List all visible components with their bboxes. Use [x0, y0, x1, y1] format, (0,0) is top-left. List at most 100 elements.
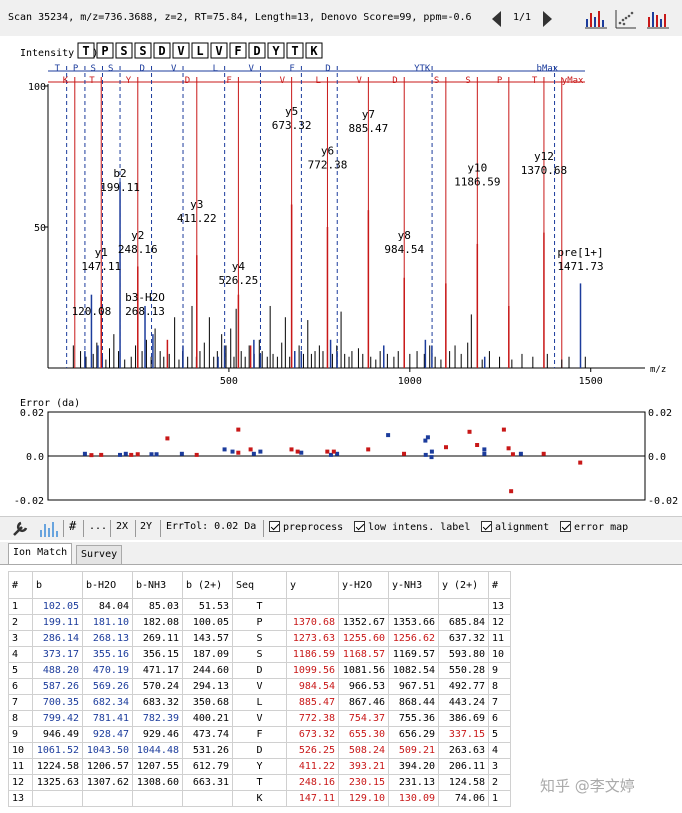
zoom-2y-button[interactable]: 2Y	[140, 521, 153, 532]
table-cell: 799.42	[32, 710, 83, 727]
error-y-tick-label-right: 0.0	[648, 452, 666, 463]
column-header[interactable]: y (2+)	[438, 571, 489, 599]
peak-label-name: y12	[534, 150, 554, 163]
peak-label-mz: 411.22	[177, 212, 217, 225]
error-map-checkbox[interactable]: error map	[560, 521, 628, 533]
stacked-spectrum-icon[interactable]	[646, 9, 670, 29]
table-row[interactable]: 13 K 147.11 129.10 130.09 74.06 1	[8, 790, 511, 807]
column-header[interactable]: Seq	[232, 571, 287, 599]
table-cell: 248.16	[286, 774, 339, 791]
error-point-y	[165, 436, 170, 441]
tab-survey[interactable]: Survey	[76, 545, 123, 564]
column-header[interactable]: #	[488, 571, 511, 599]
column-header[interactable]: y-H2O	[338, 571, 389, 599]
table-cell: 885.47	[286, 694, 339, 711]
table-row[interactable]: 6 587.26 569.26 570.24 294.13 V 984.54 966.53 96…	[8, 678, 511, 695]
table-cell: 84.04	[82, 598, 133, 615]
table-cell: 1186.59	[286, 646, 339, 663]
sequence-box	[210, 42, 228, 59]
table-row[interactable]: 1 102.05 84.04 85.03 51.53 T 13	[8, 598, 511, 615]
header-bar: Scan 35234, m/z=736.3688, z=2, RT=75.84,…	[0, 0, 682, 36]
table-cell: 393.21	[338, 758, 389, 775]
table-cell: 967.51	[388, 678, 439, 695]
table-cell: 1207.55	[132, 758, 183, 775]
table-row[interactable]: 3 286.14 268.13 269.11 143.57 S 1273.63 1255.60…	[8, 630, 511, 647]
sequence-box	[248, 42, 266, 59]
sequence-box	[286, 42, 304, 59]
table-cell: 124.58	[438, 774, 489, 791]
y-ladder-residue: F	[226, 76, 231, 86]
table-cell	[388, 598, 439, 615]
error-point-b	[518, 451, 523, 456]
table-row[interactable]: 10 1061.52 1043.50 1044.48 531.26 D 526.25 508.…	[8, 742, 511, 759]
column-header[interactable]: y	[286, 571, 339, 599]
table-row[interactable]: 9 946.49 928.47 929.46 473.74 F 673.32 655.30 65…	[8, 726, 511, 743]
peak-label-mz: 673.32	[272, 119, 312, 132]
table-cell: 4	[8, 646, 33, 663]
error-tolerance[interactable]: ErrTol: 0.02 Da	[166, 521, 257, 532]
settings-wrench-icon[interactable]	[10, 520, 32, 538]
sequence-residue: D	[158, 44, 165, 58]
column-header[interactable]: y-NH3	[388, 571, 439, 599]
table-row[interactable]: 7 700.35 682.34 683.32 350.68 L 885.47 867.46 86…	[8, 694, 511, 711]
peak-label-mz: 1186.59	[454, 176, 500, 189]
zoom-2x-button[interactable]: 2X	[116, 521, 129, 532]
error-point-y	[510, 452, 515, 457]
spectrum-panel[interactable]: Intensity (%) T P S S D V L V F D Y T K 50 100 500 1000 15…	[0, 36, 682, 516]
spectrum-bars-icon[interactable]	[584, 9, 608, 29]
column-header[interactable]: b	[32, 571, 83, 599]
sequence-residue: T	[82, 44, 89, 58]
tab-ion-match[interactable]: Ion Match	[8, 543, 73, 564]
table-row[interactable]: 5 488.20 470.19 471.17 244.60 D 1099.56 1081.56…	[8, 662, 511, 679]
table-row[interactable]: 12 1325.63 1307.62 1308.60 663.31 T 248.16 230.…	[8, 774, 511, 791]
sequence-box	[305, 42, 323, 59]
table-cell: Y	[232, 758, 287, 775]
sequence-residue: D	[253, 44, 260, 58]
table-cell: D	[232, 662, 287, 679]
table-cell: 1370.68	[286, 614, 339, 631]
table-cell: 1307.62	[82, 774, 133, 791]
b-ladder-residue: F	[289, 64, 294, 74]
ion-match-table: # b b-H2O b-NH3 b (2+) Seq y y-H2O y-NH3 y (2+) # …	[8, 571, 511, 807]
table-row[interactable]: 11 1224.58 1206.57 1207.55 612.79 Y 411.22 393.…	[8, 758, 511, 775]
table-cell: 966.53	[338, 678, 389, 695]
peak-label-mz: 772.38	[308, 159, 348, 172]
low-intens-label-checkbox[interactable]: low intens. label	[354, 521, 470, 533]
table-row[interactable]: 2 199.11 181.10 182.08 100.05 P 1370.68 1352.67…	[8, 614, 511, 631]
column-header[interactable]: b-H2O	[82, 571, 133, 599]
hash-button[interactable]: #	[69, 519, 77, 533]
table-cell: 868.44	[388, 694, 439, 711]
table-cell: 100.05	[182, 614, 233, 631]
table-cell	[32, 790, 83, 807]
table-cell: 946.49	[32, 726, 83, 743]
b-ladder-residue: D	[325, 64, 330, 74]
sequence-residue: T	[291, 44, 298, 58]
previous-page-icon[interactable]	[492, 11, 501, 27]
page-indicator: 1/1	[513, 12, 532, 23]
alignment-checkbox[interactable]: alignment	[481, 521, 549, 533]
error-point-y	[501, 427, 506, 432]
next-page-icon[interactable]	[543, 11, 552, 27]
table-cell: 473.74	[182, 726, 233, 743]
intensity-axis-title: Intensity (%)	[20, 48, 98, 59]
preprocess-checkbox[interactable]: preprocess	[269, 521, 343, 533]
x-tick-label: 500	[220, 376, 238, 387]
watermark: 知乎 @李文婷	[540, 777, 635, 795]
table-row[interactable]: 4 373.17 355.16 356.15 187.09 S 1186.59 1168.57…	[8, 646, 511, 663]
peak-label-mz: 1370.68	[521, 164, 567, 177]
table-cell: 1353.66	[388, 614, 439, 631]
y-ladder-residue: V	[280, 76, 286, 86]
y-ladder-residue: Y	[126, 76, 132, 86]
peaks-icon[interactable]	[38, 520, 60, 538]
table-row[interactable]: 8 799.42 781.41 782.39 400.21 V 772.38 754.37 75…	[8, 710, 511, 727]
scatter-icon[interactable]	[614, 9, 638, 29]
table-cell: 443.24	[438, 694, 489, 711]
dots-button[interactable]: ...	[89, 521, 108, 532]
table-cell: 1255.60	[338, 630, 389, 647]
column-header[interactable]: b-NH3	[132, 571, 183, 599]
column-header[interactable]: b (2+)	[182, 571, 233, 599]
sequence-residue: S	[139, 44, 146, 58]
error-point-y	[248, 447, 253, 452]
column-header[interactable]: #	[8, 571, 33, 599]
